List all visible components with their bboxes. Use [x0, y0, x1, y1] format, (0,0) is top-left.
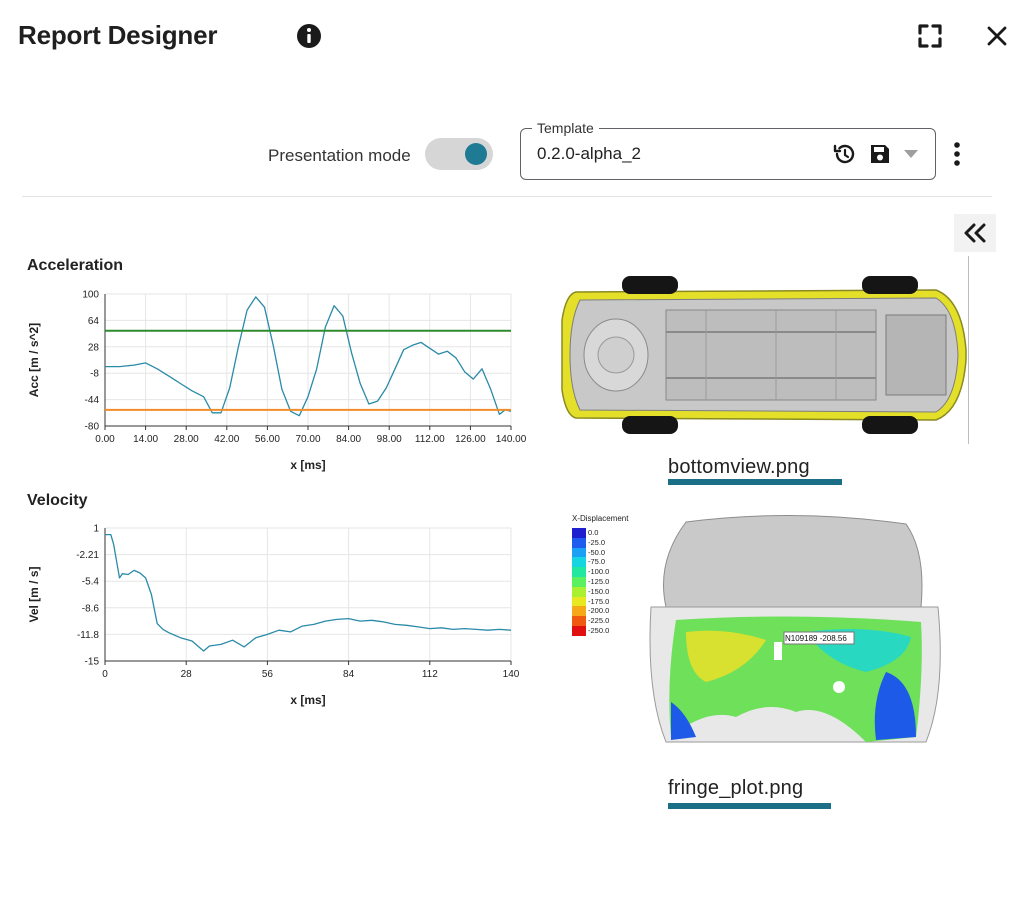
close-icon[interactable]	[985, 24, 1009, 48]
y-axis-label: Vel [m / s]	[27, 566, 41, 622]
y-tick-label: 100	[82, 290, 99, 301]
x-tick-label: 112.00	[415, 434, 445, 445]
fringe-legend-label: -25.0	[588, 537, 606, 547]
y-tick-label: -8.6	[82, 603, 100, 614]
panel-scrollbar[interactable]	[968, 256, 969, 444]
fringe-legend-entry: -150.0	[572, 586, 610, 597]
fringe-legend: 0.0 -25.0 -50.0 -75.0 -100.0 -125.0 -150.0 -175…	[572, 528, 609, 636]
y-tick-label: -44	[85, 395, 100, 406]
presentation-mode-label: Presentation mode	[268, 146, 411, 165]
fringe-legend-entry: -50.0	[572, 547, 609, 558]
x-tick-label: 42.00	[214, 434, 239, 445]
fringe-legend-label: -75.0	[588, 557, 606, 567]
y-tick-label: -5.4	[82, 577, 100, 588]
fringe-legend-swatch	[572, 596, 586, 607]
info-icon[interactable]	[296, 23, 322, 49]
fringe-legend-entry: -125.0	[572, 576, 610, 587]
y-tick-label: 28	[88, 342, 100, 353]
history-icon[interactable]	[832, 142, 856, 166]
series-line	[105, 296, 512, 417]
fringe-legend-swatch	[572, 528, 586, 538]
save-icon[interactable]	[868, 142, 892, 166]
y-tick-label: -2.21	[76, 550, 99, 561]
fringe-legend-entry: 0.0	[572, 528, 609, 538]
x-tick-label: 112	[422, 669, 438, 680]
bottomview-caption-bar	[668, 479, 842, 485]
x-axis-label: x [ms]	[290, 693, 325, 707]
collapse-panel-button[interactable]	[954, 214, 996, 252]
y-tick-label: -8	[90, 369, 99, 380]
fringe-legend-swatch	[572, 547, 586, 558]
velocity-chart: 0 28 56 84 112 140 1 -2.21 -5.4 -8.6 -11.8 -15 x [ms…	[27, 524, 520, 708]
toolbar-divider	[22, 196, 992, 197]
fringe-legend-swatch	[572, 537, 586, 548]
fringe-legend-swatch	[572, 576, 586, 587]
fringe-legend-entry: -100.0	[572, 567, 609, 577]
x-tick-label: 84.00	[336, 434, 361, 445]
template-value[interactable]: 0.2.0-alpha_2	[537, 144, 641, 163]
y-axis-label: Acc [m / s^2]	[27, 323, 41, 397]
x-tick-label: 0.00	[95, 434, 115, 445]
fringe-legend-label: -175.0	[588, 596, 610, 606]
x-tick-label: 140.00	[496, 434, 527, 445]
caret-down-icon[interactable]	[903, 149, 919, 159]
x-tick-label: 98.00	[377, 434, 402, 445]
y-tick-label: 1	[93, 524, 99, 535]
y-tick-label: -11.8	[77, 630, 99, 641]
fringe-legend-label: -125.0	[588, 576, 610, 586]
fringe-legend-label: -150.0	[588, 586, 610, 596]
acceleration-chart-title: Acceleration	[27, 257, 124, 274]
acceleration-chart: 0.00 14.00 28.00 42.00 56.00 70.00 84.00 98.00 1…	[27, 290, 527, 473]
x-tick-label: 140	[503, 669, 520, 680]
fringe-legend-label: -250.0	[588, 625, 610, 635]
y-tick-label: -80	[85, 422, 100, 433]
fringe-legend-label: 0.0	[588, 528, 599, 537]
velocity-chart-title: Velocity	[27, 492, 88, 509]
fringe-legend-label: -225.0	[588, 616, 610, 626]
toggle-knob	[465, 143, 487, 165]
y-tick-label: -15	[85, 657, 100, 668]
fringe-legend-entry: -200.0	[572, 606, 610, 617]
fringe-plot-caption[interactable]: fringe_plot.png	[668, 777, 804, 799]
x-axis-label: x [ms]	[290, 458, 325, 472]
series-line	[105, 533, 512, 652]
template-select[interactable]	[520, 128, 936, 180]
fringe-legend-entry: -225.0	[572, 616, 609, 626]
x-tick-label: 56.00	[255, 434, 280, 445]
x-tick-label: 56	[262, 669, 274, 680]
fringe-legend-label: -200.0	[588, 606, 610, 616]
x-tick-label: 28	[181, 669, 193, 680]
page-title: Report Designer	[18, 20, 218, 50]
bottomview-caption[interactable]: bottomview.png	[668, 456, 810, 478]
fringe-legend-swatch	[572, 606, 586, 617]
fringe-legend-swatch	[572, 625, 586, 636]
x-tick-label: 70.00	[295, 434, 320, 445]
fringe-legend-entry: -25.0	[572, 537, 609, 548]
fringe-plot-image[interactable]	[626, 512, 958, 760]
fringe-legend-swatch	[572, 586, 586, 597]
x-tick-label: 14.00	[133, 434, 158, 445]
fringe-legend-swatch	[572, 567, 586, 577]
fringe-legend-swatch	[572, 616, 586, 626]
fringe-legend-label: -50.0	[588, 547, 606, 557]
template-label: Template	[532, 120, 599, 136]
fullscreen-icon[interactable]	[916, 22, 944, 50]
x-tick-label: 126.00	[455, 434, 486, 445]
fringe-legend-entry: -250.0	[572, 625, 610, 636]
fringe-legend-entry: -75.0	[572, 557, 609, 568]
x-tick-label: 0	[102, 669, 108, 680]
fringe-legend-label: -100.0	[588, 567, 610, 577]
x-tick-label: 28.00	[174, 434, 199, 445]
fringe-legend-entry: -175.0	[572, 596, 610, 607]
bottomview-image[interactable]	[556, 270, 970, 440]
fringe-legend-swatch	[572, 557, 586, 568]
fringe-legend-title: X-Displacement	[572, 514, 629, 523]
y-tick-label: 64	[88, 316, 100, 327]
x-tick-label: 84	[343, 669, 355, 680]
fringe-probe-label: N109189 -208.56	[785, 634, 847, 643]
double-chevron-left-icon	[964, 223, 986, 243]
more-vert-icon[interactable]	[947, 140, 967, 168]
presentation-mode-toggle[interactable]	[425, 138, 493, 170]
fringe-plot-caption-bar	[668, 803, 831, 809]
